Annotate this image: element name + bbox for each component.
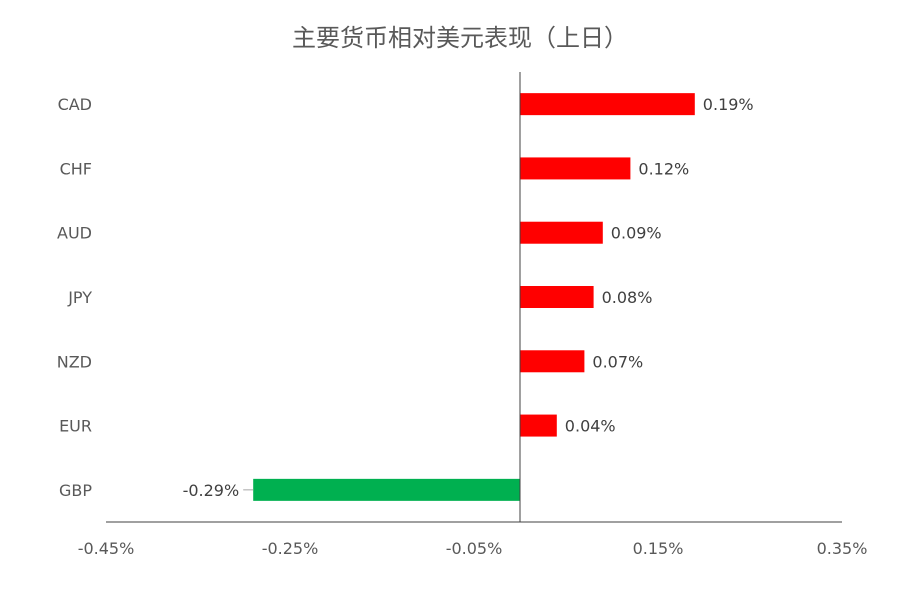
bar-aud <box>520 221 603 244</box>
category-label-gbp: GBP <box>59 481 92 500</box>
x-tick-label: -0.05% <box>446 539 503 558</box>
data-label-jpy: 0.08% <box>602 288 653 307</box>
data-label-cad: 0.19% <box>703 95 754 114</box>
chart-title: 主要货币相对美元表现（上日） <box>292 24 628 52</box>
bar-chf <box>520 157 631 180</box>
data-label-eur: 0.04% <box>565 417 616 436</box>
x-tick-label: -0.45% <box>78 539 135 558</box>
data-label-aud: 0.09% <box>611 224 662 243</box>
bar-gbp <box>253 478 520 501</box>
data-label-chf: 0.12% <box>638 159 689 178</box>
data-label-gbp: -0.29% <box>183 481 240 500</box>
x-tick-label: 0.35% <box>817 539 868 558</box>
category-label-eur: EUR <box>59 417 92 436</box>
bar-nzd <box>520 350 585 373</box>
bar-jpy <box>520 286 594 308</box>
category-label-cad: CAD <box>58 95 92 114</box>
category-label-nzd: NZD <box>57 352 92 371</box>
bar-eur <box>520 414 557 437</box>
category-label-aud: AUD <box>57 224 92 243</box>
bar-cad <box>520 93 695 116</box>
labels-layer: CAD 0.19% CHF 0.12% AUD 0.09% JPY 0.08% NZD 0.07%… <box>57 95 868 558</box>
x-tick-label: 0.15% <box>633 539 684 558</box>
data-label-nzd: 0.07% <box>592 352 643 371</box>
x-tick-label: -0.25% <box>262 539 319 558</box>
category-label-jpy: JPY <box>67 288 92 307</box>
category-label-chf: CHF <box>60 159 92 178</box>
bars-layer <box>253 93 695 501</box>
